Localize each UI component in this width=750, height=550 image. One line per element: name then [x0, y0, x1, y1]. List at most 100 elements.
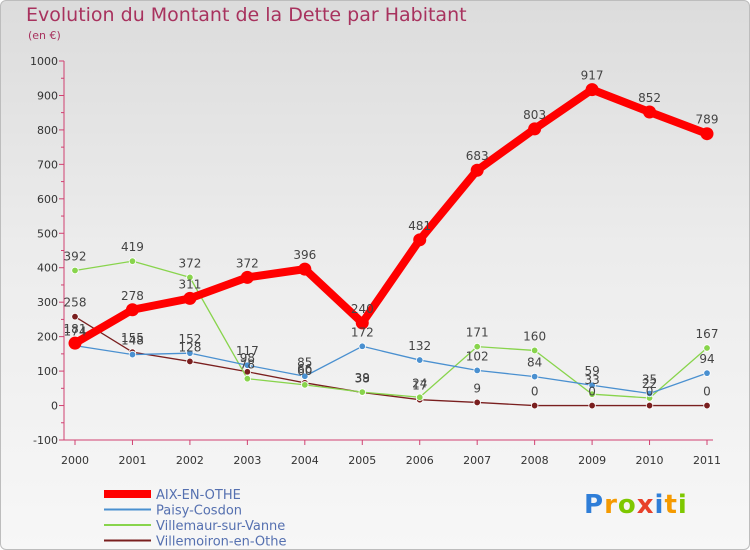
data-point [473, 342, 481, 351]
chart-title: Evolution du Montant de la Dette par Hab… [26, 4, 467, 26]
x-tick-label: 2008 [521, 454, 549, 467]
y-tick-label: -100 [33, 434, 58, 447]
legend-label: AIX-EN-OTHE [156, 488, 241, 503]
data-point [413, 233, 427, 247]
y-tick-label: 800 [37, 124, 58, 137]
x-tick-label: 2002 [176, 454, 204, 467]
data-label: 311 [178, 277, 201, 291]
series-line [71, 85, 711, 348]
data-label: 152 [178, 332, 201, 346]
chart-subtitle: (en €) [28, 29, 61, 42]
data-point [358, 388, 366, 396]
data-label: 258 [64, 296, 87, 310]
data-point [588, 401, 596, 410]
x-tick-label: 2009 [578, 454, 606, 467]
x-tick-label: 2010 [636, 454, 664, 467]
data-label: 240 [351, 302, 374, 316]
data-point [186, 273, 194, 282]
data-label: 78 [240, 358, 255, 372]
x-tick-label: 2001 [118, 454, 146, 467]
series-aix-en-othe [68, 83, 714, 350]
data-point [416, 393, 424, 401]
data-label: 35 [642, 372, 657, 386]
series-paisy-cosdon [71, 341, 711, 398]
data-label: 917 [581, 69, 604, 83]
data-point [530, 401, 539, 410]
y-tick-label: 600 [37, 193, 58, 206]
data-label: 481 [408, 219, 431, 233]
y-tick-label: 300 [37, 296, 58, 309]
data-label: 852 [638, 91, 661, 105]
data-label: 98 [240, 351, 255, 365]
data-label: 39 [355, 371, 370, 385]
data-point [703, 369, 711, 377]
data-label: 789 [696, 113, 719, 127]
data-label: 278 [121, 289, 144, 303]
data-label: 171 [466, 326, 489, 340]
data-point [645, 401, 654, 410]
y-tick-label: 900 [37, 89, 58, 102]
data-point [703, 401, 711, 410]
data-point [588, 390, 596, 398]
data-point [298, 262, 312, 276]
data-point [473, 366, 481, 375]
logo-letter: P [584, 490, 605, 520]
data-label: 132 [408, 339, 431, 353]
data-label: 84 [527, 356, 542, 370]
axes: -100010020030040050060070080090010002000… [30, 55, 721, 467]
data-label: 9 [473, 381, 481, 395]
x-tick-label: 2007 [463, 454, 491, 467]
data-label: 396 [293, 248, 316, 262]
data-point [243, 361, 252, 369]
data-label: 59 [584, 364, 599, 378]
data-label: 683 [466, 149, 489, 163]
data-point [186, 349, 194, 357]
data-point [71, 266, 79, 275]
data-label: 94 [699, 352, 714, 366]
data-point [530, 346, 539, 355]
data-point [301, 372, 309, 380]
data-point [68, 336, 82, 350]
data-point [186, 357, 194, 366]
legend-label: Villemoiron-en-Othe [156, 535, 286, 550]
data-point [125, 303, 139, 317]
data-point [530, 372, 539, 381]
data-point [528, 122, 542, 136]
data-label: 419 [121, 240, 144, 254]
data-point [643, 105, 657, 119]
data-label: 174 [64, 325, 87, 339]
data-point [243, 374, 252, 383]
data-label: 102 [466, 349, 489, 363]
logo-letter: x [636, 490, 655, 520]
x-tick-label: 2011 [693, 454, 721, 467]
data-label: 22 [642, 377, 657, 391]
data-point [703, 344, 711, 352]
proxiti-logo: Proxiti [584, 490, 688, 520]
data-point [128, 257, 137, 265]
x-tick-label: 2005 [348, 454, 376, 467]
data-label: 0 [646, 385, 654, 399]
data-label: 33 [584, 373, 599, 387]
y-tick-label: 200 [37, 331, 58, 344]
data-label: 60 [297, 364, 312, 378]
logo-letter: i [654, 490, 665, 520]
data-label: 24 [412, 376, 427, 390]
data-label: 155 [121, 331, 144, 345]
data-label: 0 [703, 385, 711, 399]
data-label: 148 [121, 334, 144, 348]
x-tick-label: 2006 [406, 454, 434, 467]
data-point [240, 270, 254, 284]
data-label: 66 [297, 362, 312, 376]
x-tick-label: 2004 [291, 454, 319, 467]
data-labels: 1812783113723962404816838039178527891741… [64, 69, 719, 399]
data-point [355, 316, 369, 330]
y-tick-label: 1000 [30, 55, 58, 68]
data-point [700, 127, 714, 141]
data-point [585, 83, 599, 97]
y-tick-label: 0 [51, 400, 58, 413]
series-line [74, 344, 708, 395]
logo-letter: r [604, 490, 618, 520]
y-tick-label: 100 [37, 365, 58, 378]
